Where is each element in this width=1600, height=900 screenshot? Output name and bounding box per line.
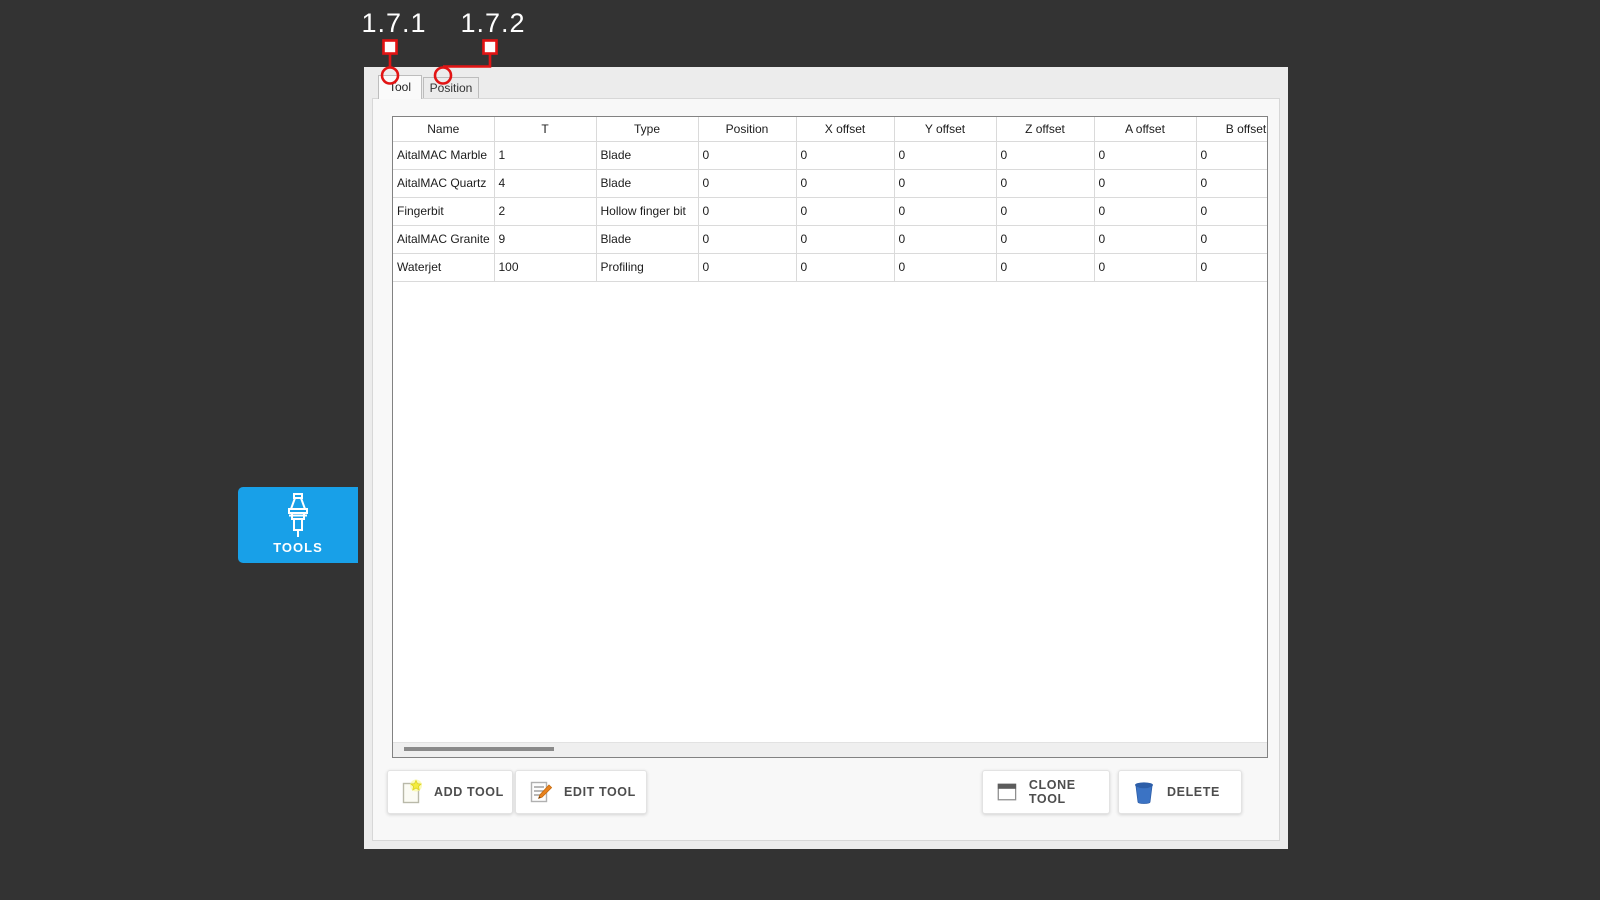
table-cell[interactable]: 0 — [1196, 225, 1267, 254]
new-document-star-icon — [402, 779, 422, 804]
table-cell[interactable]: 0 — [1094, 141, 1197, 170]
table-cell[interactable]: 0 — [698, 169, 797, 198]
horizontal-scrollbar[interactable] — [393, 742, 1267, 757]
table-cell[interactable]: 0 — [796, 141, 895, 170]
table-cell[interactable]: 100 — [494, 253, 597, 282]
table-row[interactable]: AitalMAC Quartz 4 Blade 0 0 0 0 0 0 — [393, 169, 1267, 198]
column-header[interactable]: Position — [698, 117, 797, 142]
table-cell[interactable]: 0 — [1094, 197, 1197, 226]
column-header[interactable]: Name — [393, 117, 495, 142]
table-cell[interactable]: 4 — [494, 169, 597, 198]
table-cell[interactable]: 0 — [796, 197, 895, 226]
table-cell[interactable]: 2 — [494, 197, 597, 226]
table-cell[interactable]: AitalMAC Marble — [393, 141, 495, 170]
table-cell[interactable]: 0 — [894, 253, 997, 282]
table-header-row: Name T Type Position X offset Y offset Z offse… — [393, 117, 1267, 142]
table-cell[interactable]: 0 — [894, 169, 997, 198]
sidebar-tools-label: TOOLS — [273, 540, 323, 555]
table-cell[interactable]: 0 — [1196, 169, 1267, 198]
table-cell[interactable]: 0 — [1094, 169, 1197, 198]
tab-position[interactable]: Position — [423, 77, 479, 99]
callout-label-1-7-2: 1.7.2 — [460, 8, 526, 38]
table-cell[interactable]: 0 — [996, 253, 1095, 282]
edit-tool-button[interactable]: EDIT TOOL — [515, 770, 647, 814]
tools-panel: Tool Position Name T Type Position X offset Y… — [364, 67, 1288, 849]
delete-label: DELETE — [1167, 785, 1220, 799]
table-row[interactable]: AitalMAC Marble 1 Blade 0 0 0 0 0 0 — [393, 141, 1267, 170]
table-cell[interactable]: 0 — [996, 197, 1095, 226]
table-cell[interactable]: 0 — [1196, 197, 1267, 226]
table-cell[interactable]: 0 — [996, 141, 1095, 170]
table-cell[interactable]: 0 — [1094, 253, 1197, 282]
sidebar-tools-button[interactable]: TOOLS — [238, 487, 358, 563]
table-cell[interactable]: Profiling — [596, 253, 699, 282]
table-cell[interactable]: 0 — [894, 225, 997, 254]
table-cell[interactable]: 0 — [698, 197, 797, 226]
table-cell[interactable]: AitalMAC Quartz — [393, 169, 495, 198]
table-cell[interactable]: 0 — [894, 197, 997, 226]
window-icon — [997, 783, 1017, 801]
column-header[interactable]: Y offset — [894, 117, 997, 142]
table-cell[interactable]: 1 — [494, 141, 597, 170]
edit-document-pencil-icon — [530, 781, 553, 803]
table-row[interactable]: Waterjet 100 Profiling 0 0 0 0 0 0 — [393, 253, 1267, 282]
column-header[interactable]: B offset — [1196, 117, 1267, 142]
table-cell[interactable]: 0 — [1196, 253, 1267, 282]
table-cell[interactable]: 0 — [996, 169, 1095, 198]
table-row[interactable]: Fingerbit 2 Hollow finger bit 0 0 0 0 0 0 — [393, 197, 1267, 226]
table-cell[interactable]: 9 — [494, 225, 597, 254]
column-header[interactable]: Z offset — [996, 117, 1095, 142]
tools-table-container: Name T Type Position X offset Y offset Z offse… — [392, 116, 1268, 758]
trash-icon — [1135, 782, 1153, 804]
callout-label-1-7-1: 1.7.1 — [361, 8, 427, 38]
table-cell[interactable]: 0 — [1196, 141, 1267, 170]
tool-tab-page: Name T Type Position X offset Y offset Z offse… — [372, 98, 1280, 841]
table-cell[interactable]: AitalMAC Granite — [393, 225, 495, 254]
clone-tool-button[interactable]: CLONE TOOL — [982, 770, 1110, 814]
tools-table: Name T Type Position X offset Y offset Z offse… — [393, 117, 1267, 282]
tab-tool[interactable]: Tool — [378, 75, 422, 99]
table-cell[interactable]: 0 — [894, 141, 997, 170]
add-tool-button[interactable]: ADD TOOL — [387, 770, 513, 814]
table-cell[interactable]: 0 — [796, 253, 895, 282]
table-cell[interactable]: 0 — [796, 225, 895, 254]
table-cell[interactable]: 0 — [1094, 225, 1197, 254]
clone-tool-label: CLONE TOOL — [1028, 778, 1076, 806]
table-cell[interactable]: Blade — [596, 169, 699, 198]
table-cell[interactable]: 0 — [796, 169, 895, 198]
table-cell[interactable]: 0 — [698, 141, 797, 170]
table-row[interactable]: AitalMAC Granite 9 Blade 0 0 0 0 0 0 — [393, 225, 1267, 254]
delete-button[interactable]: DELETE — [1118, 770, 1242, 814]
callout-square-marker — [382, 39, 398, 55]
table-cell[interactable]: 0 — [698, 253, 797, 282]
column-header[interactable]: X offset — [796, 117, 895, 142]
table-cell[interactable]: Hollow finger bit — [596, 197, 699, 226]
edit-tool-label: EDIT TOOL — [564, 785, 636, 799]
add-tool-label: ADD TOOL — [434, 785, 504, 799]
column-header[interactable]: Type — [596, 117, 699, 142]
column-header[interactable]: A offset — [1094, 117, 1197, 142]
tool-holder-icon — [288, 493, 308, 537]
table-cell[interactable]: Blade — [596, 141, 699, 170]
callout-square-marker — [482, 39, 498, 55]
horizontal-scrollbar-thumb[interactable] — [404, 747, 554, 751]
table-cell[interactable]: 0 — [996, 225, 1095, 254]
table-cell[interactable]: 0 — [698, 225, 797, 254]
table-cell[interactable]: Waterjet — [393, 253, 495, 282]
table-cell[interactable]: Blade — [596, 225, 699, 254]
column-header[interactable]: T — [494, 117, 597, 142]
table-cell[interactable]: Fingerbit — [393, 197, 495, 226]
